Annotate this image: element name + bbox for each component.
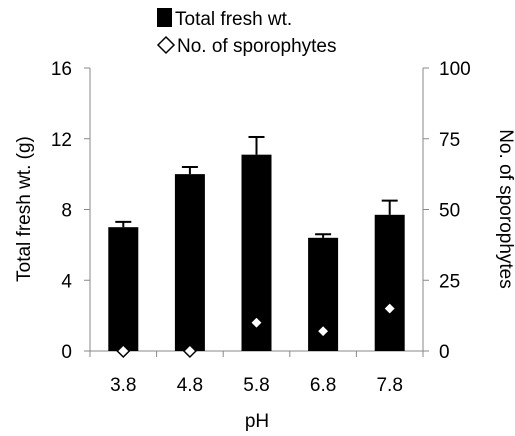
left-tick-label: 0 — [61, 342, 72, 363]
legend-bar-swatch — [157, 8, 172, 27]
x-tick-label: 7.8 — [376, 375, 402, 396]
y-axis-title: Total fresh wt. (g) — [14, 136, 35, 282]
y2-axis-title: No. of sporophytes — [495, 129, 515, 288]
x-tick-group: 3.8 4.8 5.8 6.8 7.8 — [89, 351, 424, 396]
marker-series — [116, 301, 397, 359]
right-tick-label: 75 — [439, 130, 460, 151]
sporophyte-marker — [249, 315, 264, 330]
legend-label-fresh-wt: Total fresh wt. — [175, 9, 292, 30]
legend-label-sporophytes: No. of sporophytes — [177, 36, 336, 57]
right-tick-label: 0 — [439, 342, 450, 363]
left-tick-label: 12 — [51, 130, 72, 151]
bar — [374, 214, 405, 351]
sporophyte-marker — [182, 343, 197, 359]
left-tick-label: 16 — [51, 59, 72, 80]
x-tick-label: 4.8 — [177, 375, 203, 396]
right-tick-label: 50 — [439, 201, 460, 222]
x-tick-label: 6.8 — [310, 375, 336, 396]
right-tick-group: 0 25 50 75 100 — [423, 59, 471, 363]
left-tick-label: 8 — [61, 201, 72, 222]
sporophyte-marker — [316, 324, 331, 339]
legend-diamond-swatch — [156, 35, 176, 55]
bar — [108, 227, 139, 351]
right-tick-label: 25 — [439, 271, 460, 292]
sporophyte-marker — [382, 301, 397, 316]
left-tick-label: 4 — [61, 271, 72, 292]
right-tick-label: 100 — [439, 59, 471, 80]
x-tick-label: 3.8 — [110, 375, 136, 396]
x-axis-title: pH — [245, 411, 269, 432]
x-tick-label: 5.8 — [243, 375, 269, 396]
sporophyte-marker — [116, 343, 131, 359]
bar — [174, 174, 205, 351]
bar-series — [108, 135, 405, 351]
left-tick-group: 0 4 8 12 16 — [51, 59, 90, 363]
legend: Total fresh wt. No. of sporophytes — [156, 8, 336, 57]
